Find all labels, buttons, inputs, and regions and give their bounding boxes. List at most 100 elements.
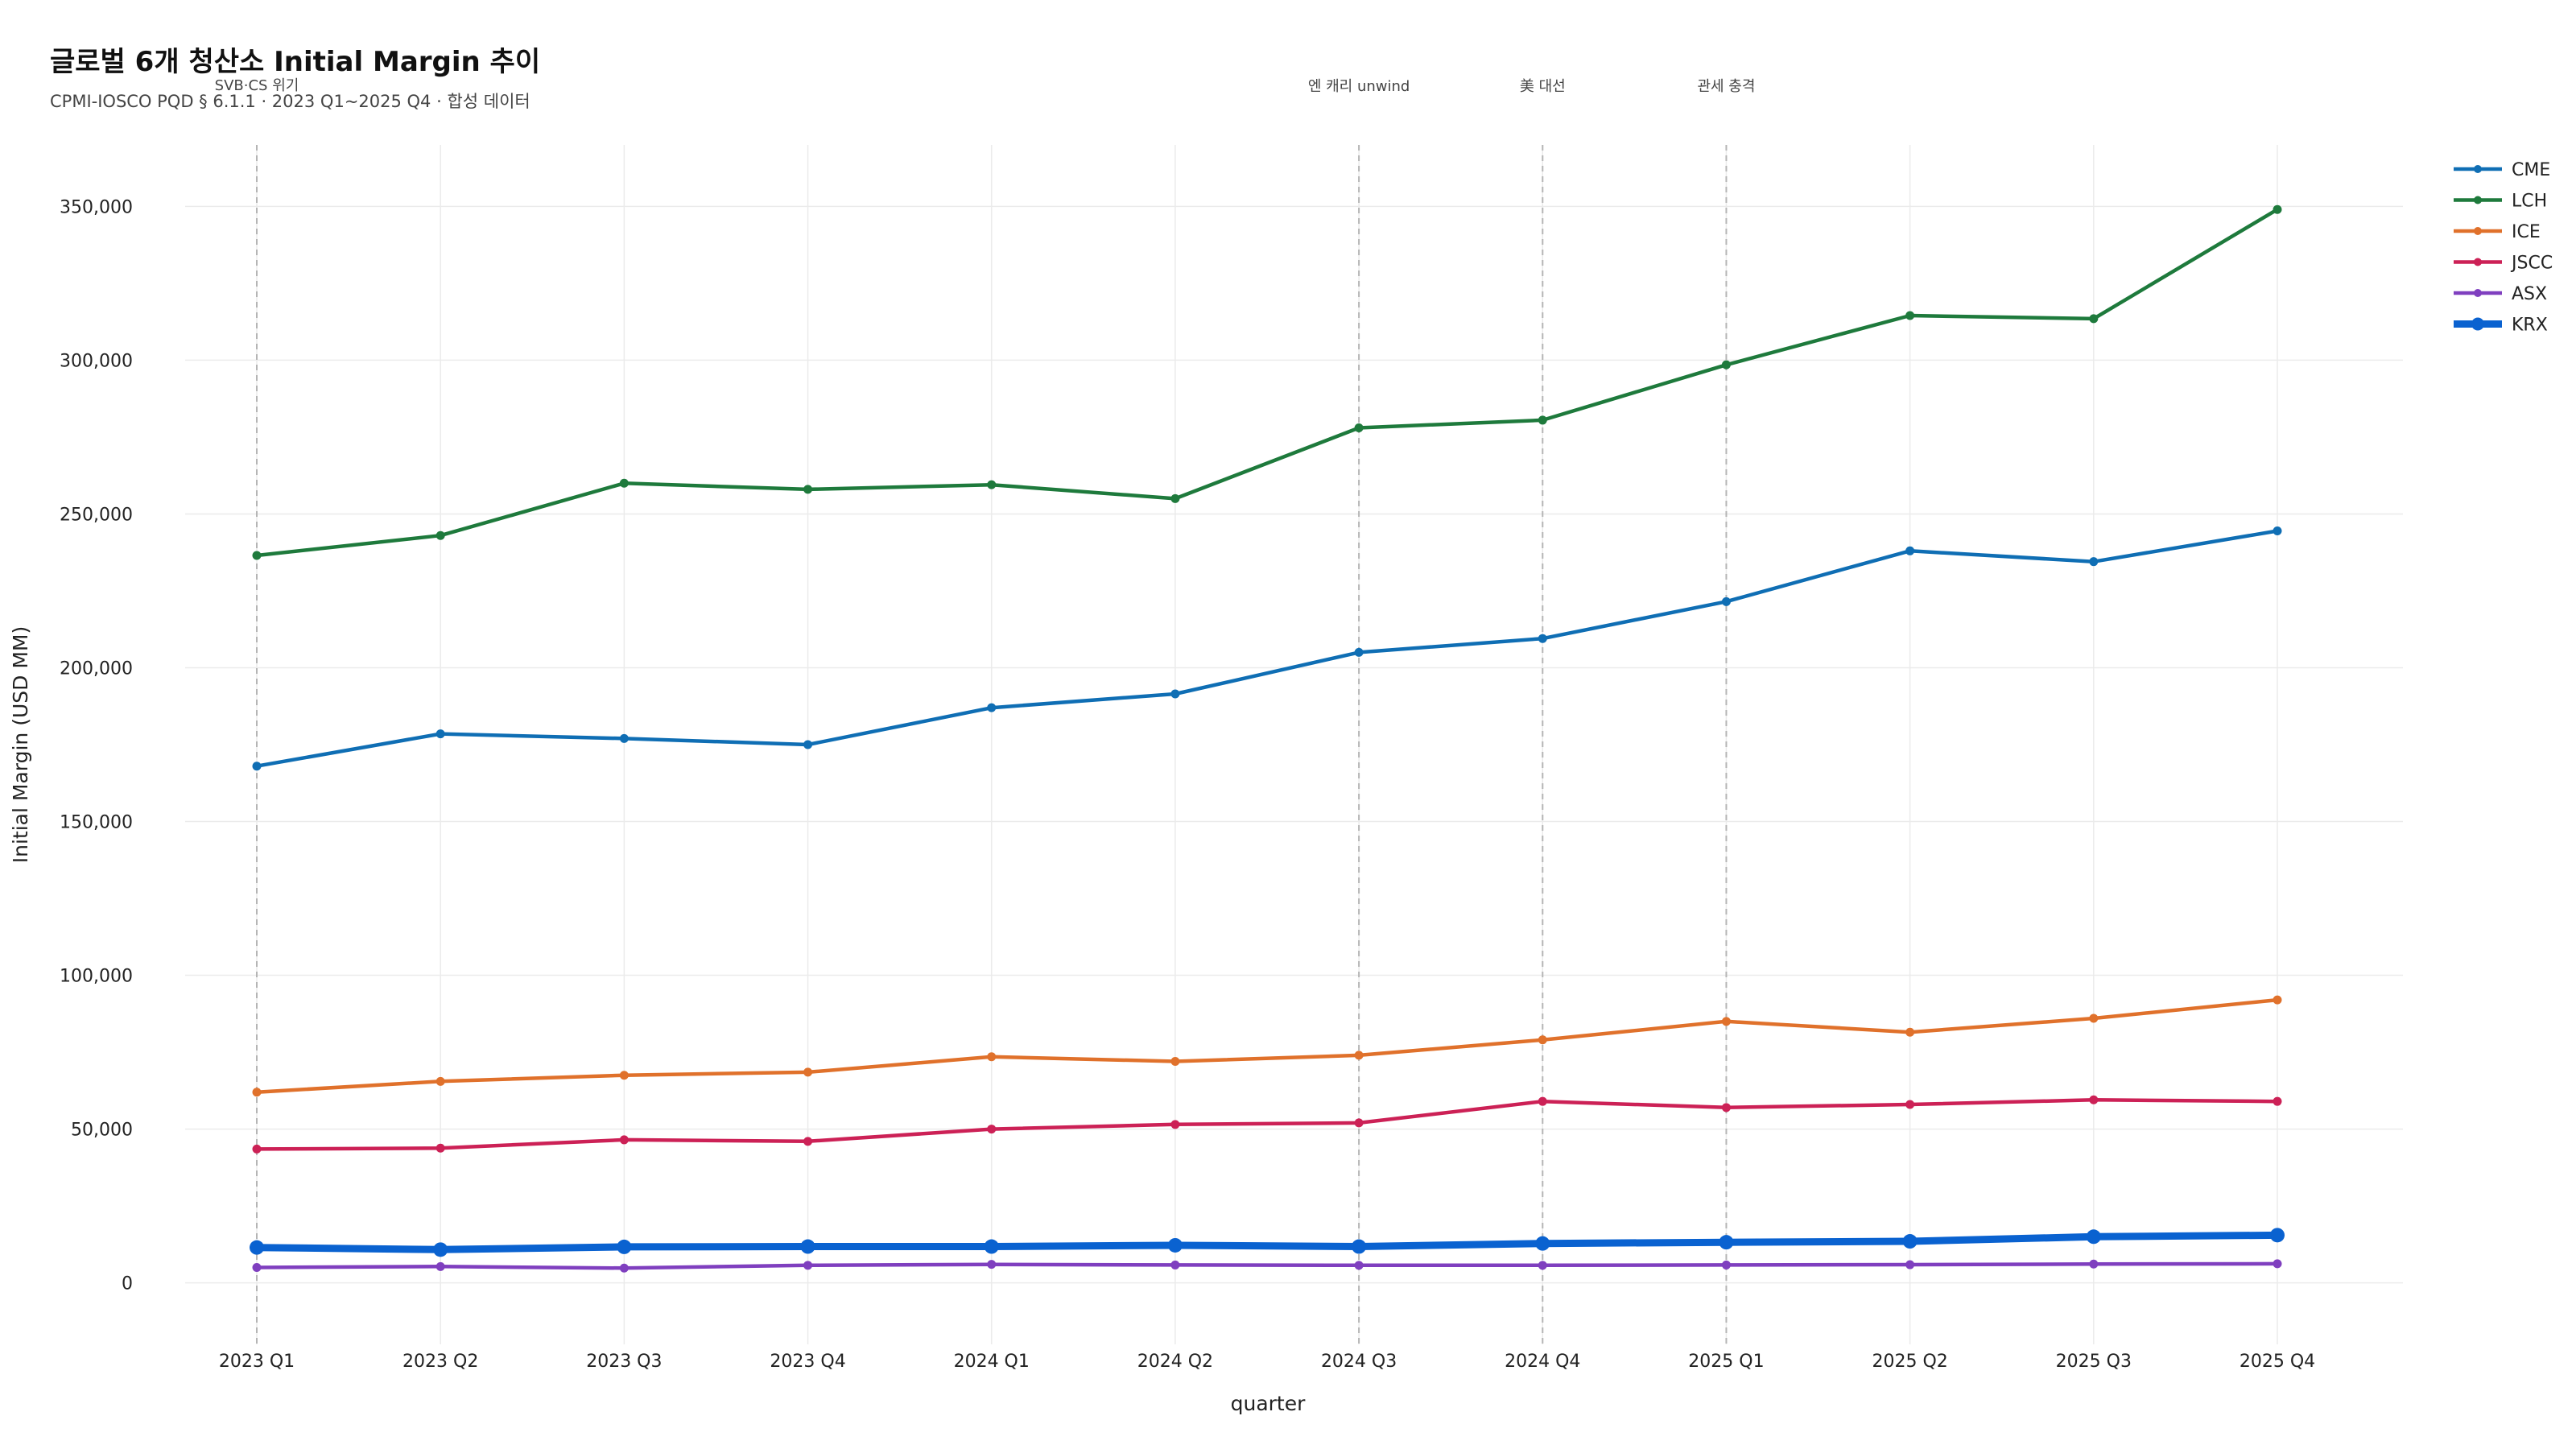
legend-item-asx: ASX <box>2454 284 2547 304</box>
data-point-jscc <box>436 1143 445 1153</box>
y-axis-ticks: 0 50,000 100,000 150,000 200,000 250,000 300,0… <box>60 197 133 1294</box>
y-tick-label: 100,000 <box>60 967 133 987</box>
event-markers: SVB·CS 위기 엔 캐리 unwind 美 대선 관세 충격 <box>215 77 1755 1344</box>
data-point-asx <box>987 1260 997 1269</box>
legend-swatch-marker <box>2474 289 2482 297</box>
series-line-lch <box>254 207 2280 558</box>
data-point-lch <box>2273 204 2282 214</box>
data-point-asx <box>803 1261 813 1270</box>
data-point-ice <box>1538 1035 1547 1045</box>
event-label: 美 대선 <box>1520 78 1566 95</box>
data-point-asx <box>1905 1260 1915 1269</box>
data-point-jscc <box>1721 1103 1731 1113</box>
data-point-ice <box>987 1052 997 1062</box>
x-tick-label: 2024 Q3 <box>1321 1352 1397 1372</box>
data-point-ice <box>2273 995 2282 1005</box>
data-point-lch <box>803 485 813 494</box>
data-point-asx <box>2089 1259 2099 1269</box>
data-point-cme <box>1538 634 1547 643</box>
data-point-asx <box>619 1263 629 1273</box>
event-label: SVB·CS 위기 <box>215 77 299 94</box>
event-label: 엔 캐리 unwind <box>1308 78 1410 95</box>
legend-item-ice: ICE <box>2454 222 2541 242</box>
legend-label: JSCC <box>2510 254 2553 274</box>
data-point-lch <box>436 530 445 540</box>
data-point-asx <box>436 1261 445 1271</box>
legend-label: CME <box>2512 160 2550 180</box>
x-tick-label: 2025 Q2 <box>1872 1352 1947 1372</box>
data-point-ice <box>1354 1051 1364 1060</box>
legend-item-krx: KRX <box>2454 316 2548 336</box>
series-asx <box>252 1259 2282 1273</box>
data-point-jscc <box>252 1144 262 1154</box>
data-point-cme <box>803 740 813 749</box>
x-tick-label: 2025 Q3 <box>2056 1352 2132 1372</box>
data-point-cme <box>2273 526 2282 535</box>
legend-label: ICE <box>2512 222 2541 242</box>
data-point-lch <box>1354 423 1364 432</box>
data-point-lch <box>1170 493 1180 503</box>
data-point-cme <box>1721 597 1731 606</box>
data-point-lch <box>619 478 629 488</box>
data-point-jscc <box>1905 1100 1915 1109</box>
data-point-cme <box>252 762 262 771</box>
data-point-asx <box>1721 1260 1731 1269</box>
data-point-krx <box>984 1239 999 1254</box>
y-tick-label: 0 <box>122 1274 133 1294</box>
legend: CME LCH ICE JSCC ASX KRX <box>2454 160 2553 336</box>
y-tick-label: 50,000 <box>71 1121 133 1141</box>
data-point-cme <box>1905 546 1915 555</box>
x-tick-label: 2024 Q1 <box>954 1352 1030 1372</box>
legend-item-cme: CME <box>2454 160 2550 180</box>
y-tick-label: 300,000 <box>60 351 133 371</box>
data-point-ice <box>436 1076 445 1086</box>
data-point-cme <box>619 733 629 743</box>
data-point-jscc <box>2273 1096 2282 1106</box>
data-point-krx <box>2270 1228 2285 1243</box>
data-point-lch <box>252 551 262 560</box>
data-point-asx <box>1354 1261 1364 1270</box>
legend-label: ASX <box>2512 284 2547 304</box>
data-point-krx <box>800 1239 815 1254</box>
data-point-lch <box>2089 314 2099 324</box>
x-tick-label: 2025 Q1 <box>1688 1352 1764 1372</box>
series-lines <box>250 204 2285 1273</box>
series-line-ice <box>254 997 2280 1094</box>
series-line-jscc <box>254 1098 2280 1151</box>
series-line-asx <box>254 1261 2280 1270</box>
data-point-ice <box>619 1071 629 1080</box>
x-tick-label: 2025 Q4 <box>2240 1352 2315 1372</box>
x-tick-label: 2023 Q2 <box>402 1352 478 1372</box>
data-point-lch <box>1905 311 1915 320</box>
data-point-jscc <box>619 1135 629 1145</box>
data-point-jscc <box>803 1137 813 1146</box>
data-point-asx <box>1170 1260 1180 1269</box>
data-point-ice <box>252 1088 262 1097</box>
data-point-krx <box>1167 1237 1183 1253</box>
x-tick-label: 2024 Q2 <box>1137 1352 1213 1372</box>
x-tick-label: 2023 Q4 <box>770 1352 845 1372</box>
data-point-lch <box>1538 415 1547 425</box>
legend-item-lch: LCH <box>2454 192 2547 212</box>
data-point-ice <box>2089 1013 2099 1023</box>
data-point-cme <box>1354 647 1364 657</box>
x-tick-label: 2023 Q1 <box>219 1352 295 1372</box>
legend-swatch-marker <box>2474 165 2482 173</box>
chart-title: 글로벌 6개 청산소 Initial Margin 추이 <box>50 46 540 78</box>
data-point-krx <box>617 1239 632 1254</box>
legend-item-jscc: JSCC <box>2454 254 2553 274</box>
data-point-krx <box>1535 1236 1550 1251</box>
legend-label: KRX <box>2512 316 2548 336</box>
legend-swatch-marker <box>2474 227 2482 235</box>
data-point-jscc <box>1170 1120 1180 1129</box>
data-point-krx <box>1902 1234 1918 1249</box>
series-krx <box>250 1228 2285 1257</box>
series-lch <box>252 204 2282 560</box>
legend-swatch-marker <box>2474 258 2482 266</box>
chart-subtitle: CPMI-IOSCO PQD § 6.1.1 · 2023 Q1~2025 Q4… <box>50 92 530 111</box>
data-point-krx <box>250 1240 264 1255</box>
data-point-lch <box>1721 360 1731 369</box>
y-axis-label: Initial Margin (USD MM) <box>9 626 32 863</box>
data-point-asx <box>2273 1259 2282 1269</box>
